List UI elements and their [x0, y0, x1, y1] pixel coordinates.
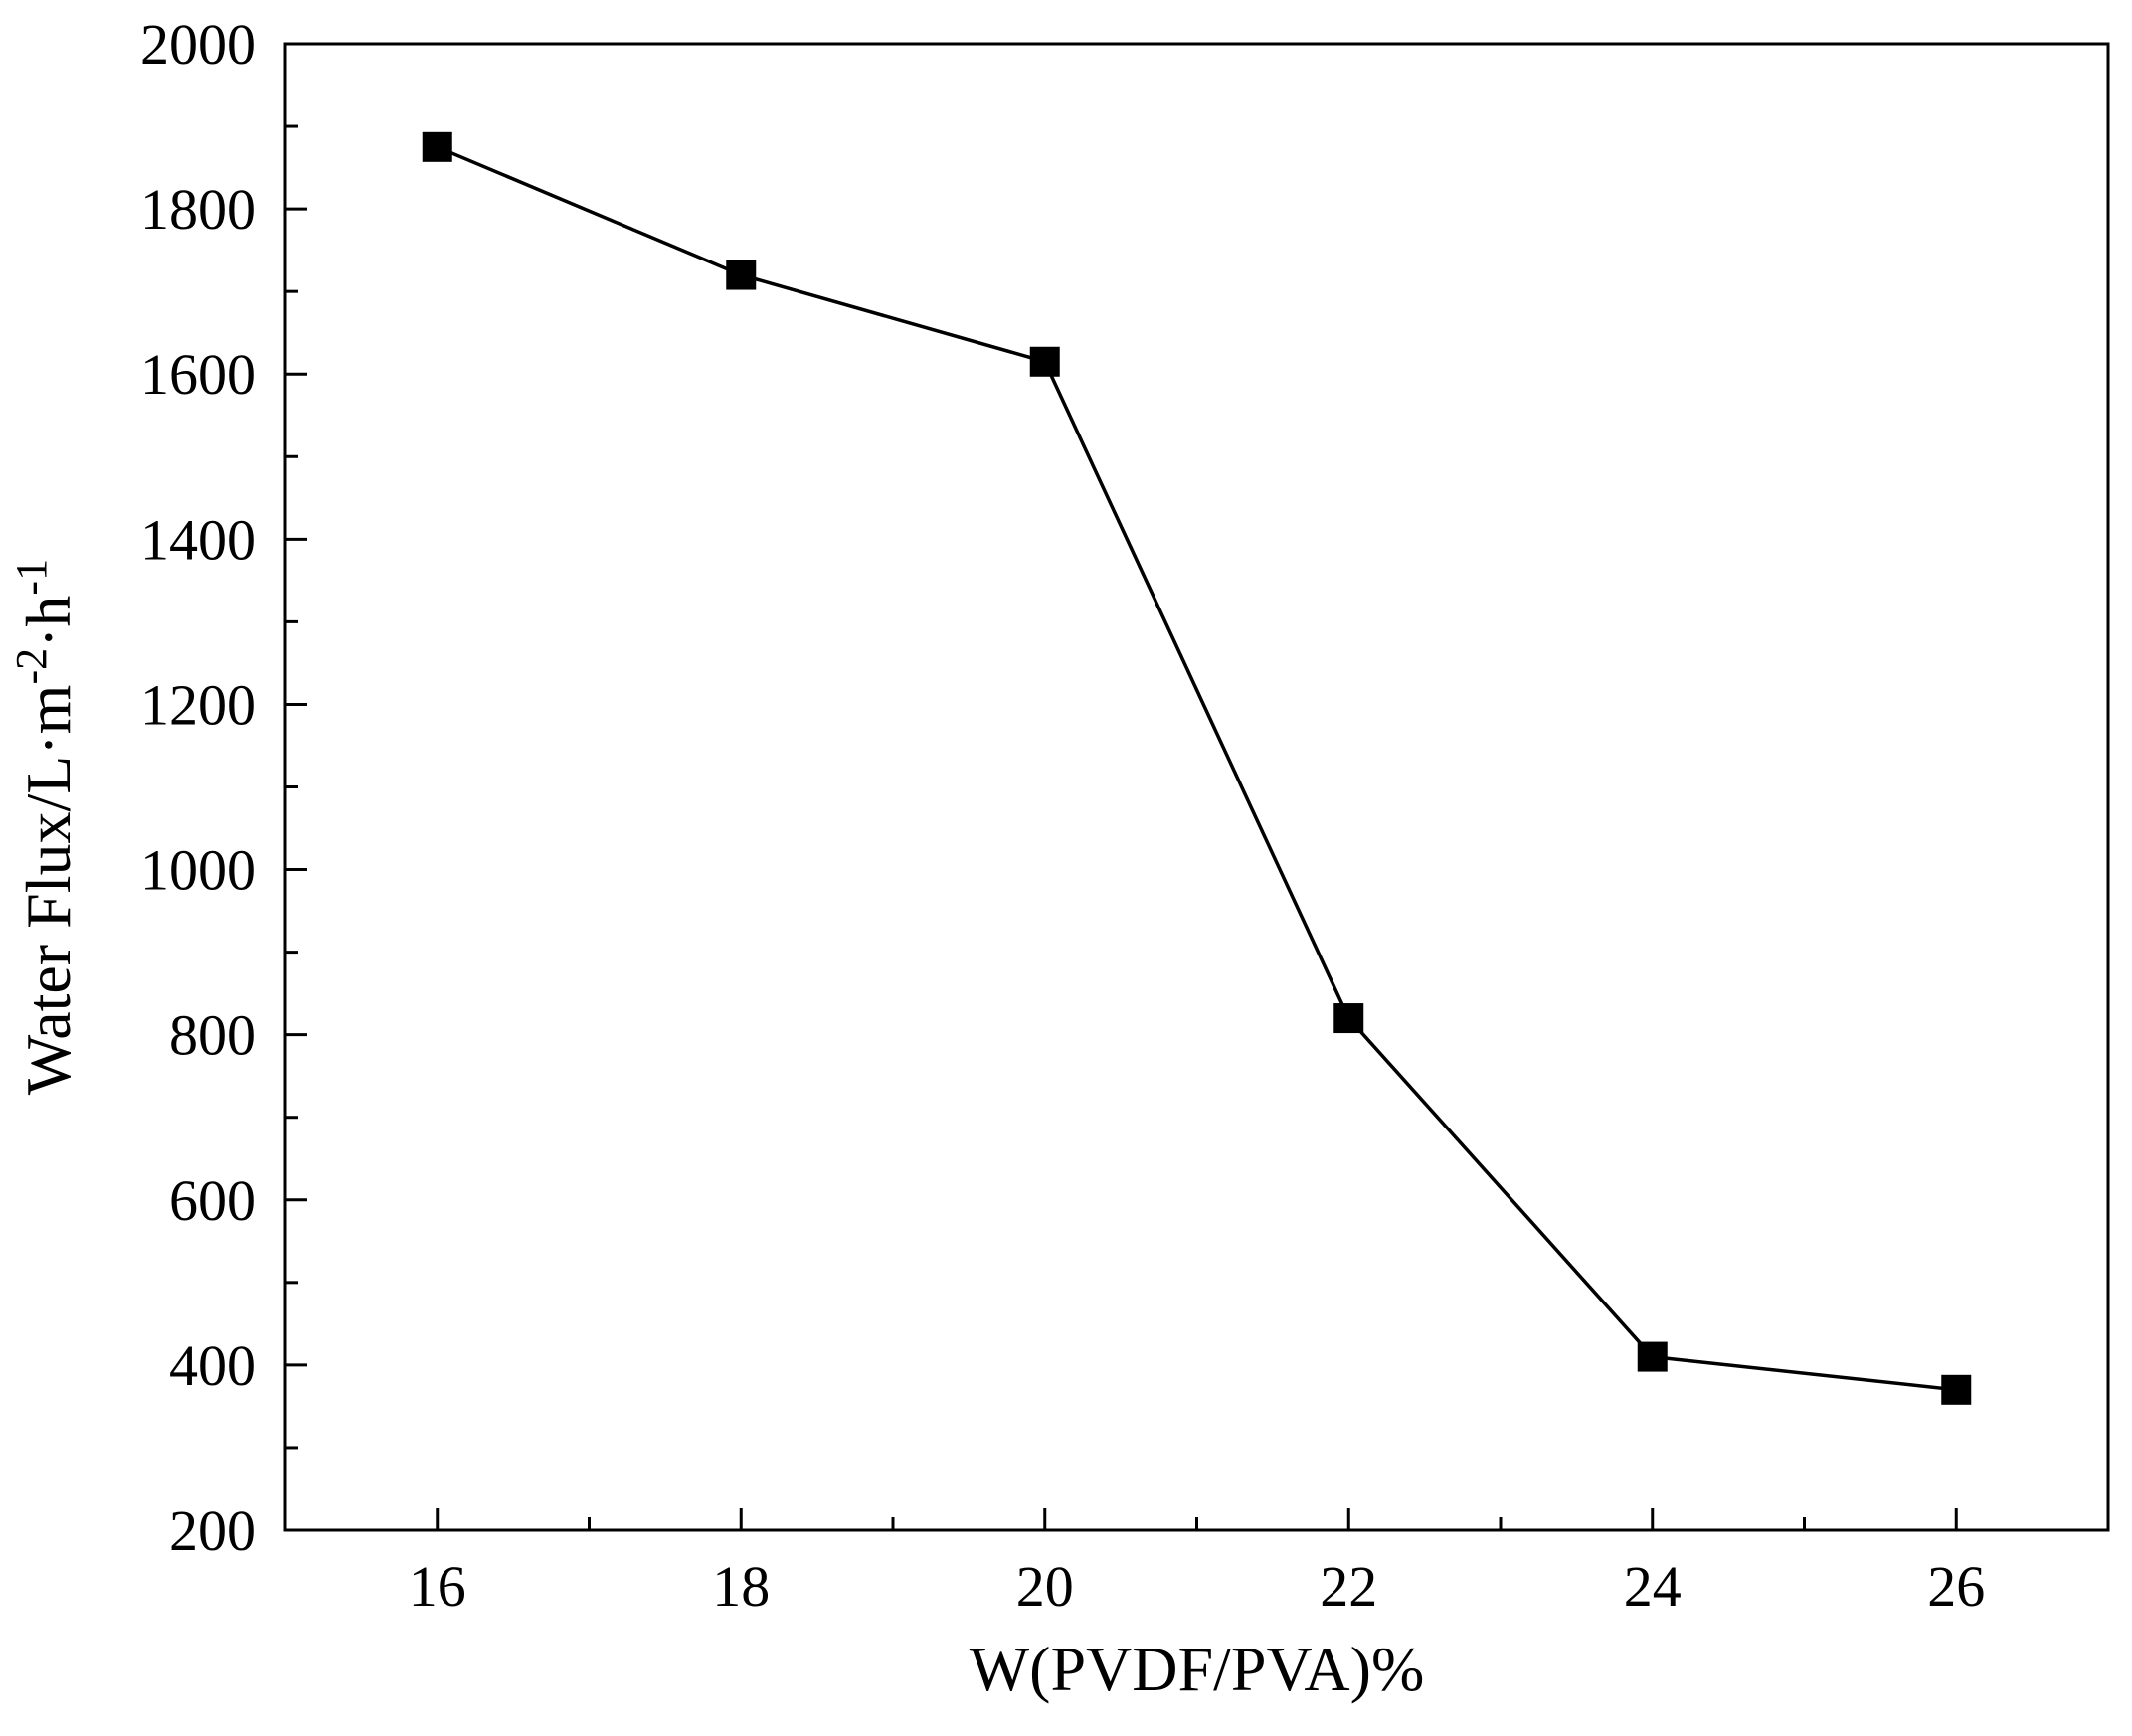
data-point-marker: [1029, 346, 1060, 377]
y-axis-title-sup2: -1: [7, 559, 56, 596]
data-point-marker: [422, 131, 452, 162]
x-tick-label: 22: [1320, 1554, 1377, 1619]
y-tick-label: 800: [169, 1003, 256, 1068]
y-axis-title-middle: ·h: [13, 596, 84, 648]
data-point-marker: [1637, 1341, 1668, 1372]
data-point-marker: [1941, 1374, 1972, 1405]
x-tick-label: 18: [712, 1554, 770, 1619]
y-tick-label: 1000: [140, 838, 256, 903]
series-line: [437, 145, 1957, 1392]
y-tick-label: 1600: [140, 342, 256, 407]
y-tick-label: 1200: [140, 672, 256, 737]
x-axis-tick-labels: 16 18 20 22 24 26: [409, 1554, 1986, 1619]
y-tick-label: 1400: [140, 507, 256, 572]
plot-area-frame: [283, 42, 2110, 1532]
y-axis-tick-labels: 200 400 600 800 1000 1200 1400 1600 1800 2000: [140, 12, 256, 1563]
x-tick-label: 24: [1624, 1554, 1682, 1619]
data-point-marker: [726, 260, 757, 290]
x-tick-label: 26: [1927, 1554, 1985, 1619]
y-axis-title: Water Flux/L·m-2·h-1: [7, 559, 85, 1095]
y-axis-title-base: Water Flux/L·m: [13, 685, 84, 1096]
y-tick-label: 600: [169, 1168, 256, 1233]
x-tick-label: 20: [1016, 1554, 1074, 1619]
y-axis-title-sup1: -2: [7, 648, 56, 685]
x-axis-ticks: [436, 1508, 1958, 1530]
data-series: [422, 131, 1972, 1405]
x-axis-title: W(PVDF/PVA)%: [970, 1634, 1425, 1704]
data-point-marker: [1333, 1003, 1364, 1034]
y-tick-label: 400: [169, 1333, 256, 1398]
x-tick-label: 16: [409, 1554, 466, 1619]
y-tick-label: 200: [169, 1498, 256, 1563]
y-tick-label: 2000: [140, 12, 256, 77]
y-tick-label: 1800: [140, 177, 256, 242]
